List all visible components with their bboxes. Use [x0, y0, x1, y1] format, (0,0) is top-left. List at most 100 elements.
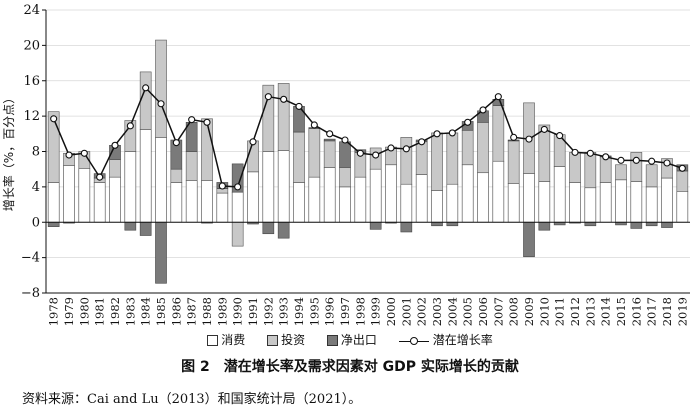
bar-net-exports [262, 221, 275, 235]
y-tick-label: 12 [23, 109, 40, 124]
x-tick-label: 1984 [139, 297, 153, 326]
bar-consumption [185, 180, 198, 223]
bar-consumption [431, 190, 443, 223]
potential-line-point [234, 183, 242, 191]
bar-investment [461, 129, 474, 166]
bar-investment [492, 105, 505, 162]
potential-line-point [249, 138, 257, 146]
bar-consumption [247, 171, 259, 223]
bar-consumption [630, 181, 643, 223]
x-tick-label: 1988 [200, 297, 214, 326]
legend-label-net-exports: 净出口 [340, 333, 377, 347]
chart-svg: −8 −4 0 4 8 12 16 20 24 1978 1979 1980 1981 1982 1983… [1, 3, 690, 326]
legend-label-potential: 潜在增长率 [432, 333, 493, 347]
potential-line-point [142, 84, 150, 92]
bar-net-exports [431, 221, 443, 227]
bar-investment [676, 170, 689, 192]
x-tick-label: 2001 [399, 297, 413, 326]
bar-investment [431, 132, 443, 191]
x-tick-label: 2004 [445, 297, 459, 326]
bar-consumption [584, 187, 597, 223]
gridlines [46, 9, 690, 259]
x-tick-label: 2006 [476, 297, 490, 326]
figure-number: 图 2 [181, 359, 210, 375]
bar-net-exports [47, 221, 60, 227]
x-tick-label: 1985 [154, 297, 168, 326]
bar-consumption [569, 182, 581, 223]
bar-investment [124, 120, 137, 152]
bar-investment [446, 132, 459, 185]
x-tick-label: 2007 [491, 297, 505, 326]
potential-line-point [448, 129, 456, 137]
x-tick-label: 1987 [185, 297, 199, 326]
bar-investment [507, 140, 520, 184]
legend-label-investment: 投资 [281, 333, 306, 347]
bar-consumption [461, 164, 474, 223]
bar-consumption [615, 179, 627, 223]
bar-consumption [369, 168, 382, 223]
bar-consumption [262, 151, 275, 223]
bar-investment [170, 168, 183, 183]
x-tick-label: 2000 [384, 297, 398, 326]
bar-consumption [415, 174, 428, 223]
bar-consumption [139, 129, 152, 223]
bar-investment [645, 164, 658, 188]
x-tick-label: 2017 [645, 297, 659, 326]
bar-investment [185, 151, 198, 181]
bar-net-exports [584, 221, 597, 227]
bar-consumption [323, 167, 336, 223]
bar-investment [584, 152, 597, 189]
bar-net-exports [446, 221, 459, 227]
bar-consumption [339, 186, 351, 223]
y-tick-label: 20 [23, 38, 40, 53]
x-tick-label: 1980 [77, 297, 91, 326]
bar-net-exports [155, 221, 167, 284]
x-tick-label: 1993 [277, 297, 291, 326]
x-tick-label: 1992 [261, 297, 275, 326]
y-tick-label: 0 [32, 215, 40, 230]
bar-investment [277, 83, 290, 151]
x-tick-label: 1978 [47, 297, 61, 326]
legend-label-consumption: 消费 [221, 333, 246, 347]
legend-item-investment: 投资 [267, 331, 305, 348]
chart-area: −8 −4 0 4 8 12 16 20 24 1978 1979 1980 1981 1982 1983… [1, 3, 690, 326]
x-tick-label: 2012 [568, 297, 582, 326]
bar-net-exports [323, 138, 336, 142]
potential-line-point [280, 95, 288, 103]
bar-investment [47, 111, 60, 183]
x-tick-label: 1986 [169, 297, 183, 326]
y-tick-label: 8 [32, 145, 40, 160]
x-tick-label: 1991 [246, 297, 260, 326]
bar-investment [477, 122, 489, 174]
potential-line-point [126, 122, 134, 130]
x-tick-label: 2002 [415, 297, 429, 326]
bar-net-exports [369, 221, 382, 230]
bar-consumption [155, 137, 167, 223]
bar-consumption [477, 172, 489, 223]
potential-line-point [418, 138, 426, 146]
x-tick-label: 1997 [338, 297, 352, 326]
bar-consumption [231, 191, 244, 223]
potential-line-point [402, 145, 410, 153]
bar-consumption [661, 177, 673, 223]
potential-line-point [617, 156, 625, 164]
x-tick-label: 2013 [583, 297, 597, 326]
bars [47, 39, 689, 284]
bar-consumption [645, 186, 658, 223]
potential-line-point [602, 153, 610, 161]
bar-consumption [553, 166, 566, 223]
potential-line-point [172, 139, 180, 147]
bar-investment [201, 118, 213, 181]
potential-line-point [203, 118, 211, 126]
potential-line-point [479, 106, 487, 114]
legend: 消费 投资 净出口 潜在增长率 [0, 331, 700, 348]
bar-net-exports [124, 221, 137, 231]
bar-consumption [538, 181, 551, 223]
potential-line-point [341, 136, 349, 144]
legend-item-consumption: 消费 [207, 331, 245, 348]
potential-line-point [310, 121, 318, 129]
y-tick-label: −4 [21, 251, 40, 266]
potential-line-point [96, 173, 104, 181]
potential-line-point [157, 100, 165, 108]
y-tick-label: 4 [32, 180, 40, 195]
